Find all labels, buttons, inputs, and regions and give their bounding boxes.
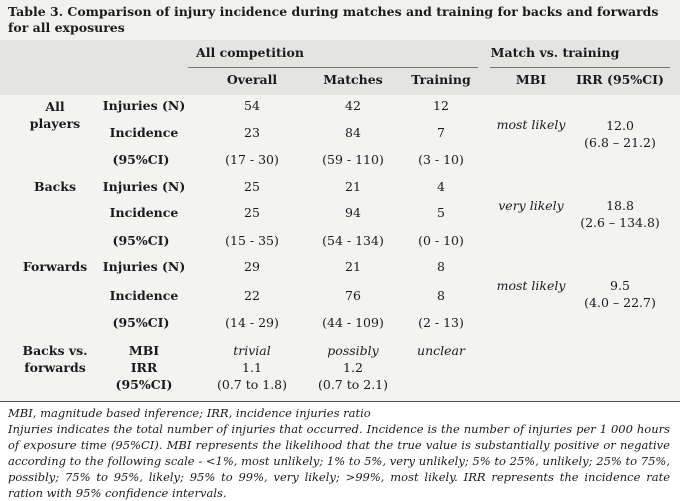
group-label-comparison-line2: forwards <box>24 360 86 375</box>
table-cell: (14 - 29) <box>225 315 279 330</box>
group-label-backs: Backs <box>34 179 76 194</box>
irr-value: 18.8 <box>606 198 634 213</box>
comparison-training-mbi: unclear <box>417 343 465 358</box>
group-label-all-line1: All <box>45 99 65 114</box>
table-cell: 84 <box>345 125 361 140</box>
mbi-value: most likely <box>496 278 566 293</box>
table-cell: 23 <box>244 125 260 140</box>
table-caption: Table 3. Comparison of injury incidence … <box>8 4 659 35</box>
col-header-training: Training <box>411 72 471 87</box>
col-header-irr: IRR (95%CI) <box>576 72 664 87</box>
table-cell: (54 - 134) <box>322 233 384 248</box>
mbi-value: very likely <box>498 198 564 213</box>
header-rule-match-vs-training <box>490 67 670 68</box>
table-cell: 7 <box>437 125 445 140</box>
table-cell: 25 <box>244 205 260 220</box>
table-cell: (17 - 30) <box>225 152 279 167</box>
table-cell: 22 <box>244 288 260 303</box>
comparison-matches-mbi: possibly <box>327 343 379 358</box>
footnote-definitions: Injuries indicates the total number of i… <box>8 422 670 500</box>
table-body <box>0 95 680 402</box>
group-label-comparison-line1: Backs vs. <box>22 343 88 358</box>
table-cell: 8 <box>437 288 445 303</box>
comparison-matches-irr: 1.2 <box>343 360 363 375</box>
table-cell: 29 <box>244 259 260 274</box>
table-cell: 8 <box>437 259 445 274</box>
group-label-forwards: Forwards <box>22 259 88 274</box>
comparison-matches-ci: (0.7 to 2.1) <box>317 377 389 392</box>
row-label: Injuries (N) <box>102 179 186 194</box>
comparison-stat-label: MBI <box>128 343 160 358</box>
irr-value: 9.5 <box>610 278 630 293</box>
table-cell: (15 - 35) <box>225 233 279 248</box>
comparison-stat-label: (95%CI) <box>115 377 173 392</box>
table-cell: (59 - 110) <box>322 152 384 167</box>
row-label: (95%CI) <box>112 233 170 248</box>
col-header-matches: Matches <box>323 72 383 87</box>
header-match-vs-training: Match vs. training <box>490 45 620 60</box>
header-all-competition: All competition <box>196 45 304 60</box>
table-cell: 21 <box>345 179 361 194</box>
table-header <box>0 40 680 96</box>
comparison-stat-label: IRR <box>130 360 158 375</box>
row-label: (95%CI) <box>112 152 170 167</box>
footnote-abbreviations: MBI, magnitude based inference; IRR, inc… <box>8 406 371 420</box>
table-cell: 4 <box>437 179 445 194</box>
table-cell: 42 <box>345 98 361 113</box>
header-rule-competition <box>188 67 478 68</box>
table-cell: (44 - 109) <box>322 315 384 330</box>
row-label: Incidence <box>109 288 179 303</box>
row-label: Injuries (N) <box>102 259 186 274</box>
comparison-overall-irr: 1.1 <box>242 360 262 375</box>
comparison-overall-ci: (0.7 to 1.8) <box>216 377 288 392</box>
table-cell: 5 <box>437 205 445 220</box>
col-header-mbi: MBI <box>515 72 547 87</box>
table-cell: (0 - 10) <box>418 233 464 248</box>
irr-ci: (4.0 – 22.7) <box>584 295 656 310</box>
table-cell: 21 <box>345 259 361 274</box>
table-cell: 76 <box>345 288 361 303</box>
row-label: Incidence <box>109 205 179 220</box>
row-label: Incidence <box>109 125 179 140</box>
table-cell: 54 <box>244 98 260 113</box>
row-label: (95%CI) <box>112 315 170 330</box>
irr-value: 12.0 <box>606 118 634 133</box>
table-footnotes: MBI, magnitude based inference; IRR, inc… <box>8 405 670 501</box>
table-cell: (3 - 10) <box>418 152 464 167</box>
table-cell: 94 <box>345 205 361 220</box>
row-label: Injuries (N) <box>102 98 186 113</box>
table-cell: (2 - 13) <box>418 315 464 330</box>
mbi-value: most likely <box>496 117 566 132</box>
table-cell: 25 <box>244 179 260 194</box>
table-cell: 12 <box>433 98 449 113</box>
group-label-all-line2: players <box>29 116 81 131</box>
col-header-overall: Overall <box>226 72 278 87</box>
comparison-overall-mbi: trivial <box>233 343 271 358</box>
irr-ci: (6.8 – 21.2) <box>584 135 656 150</box>
irr-ci: (2.6 – 134.8) <box>580 215 660 230</box>
